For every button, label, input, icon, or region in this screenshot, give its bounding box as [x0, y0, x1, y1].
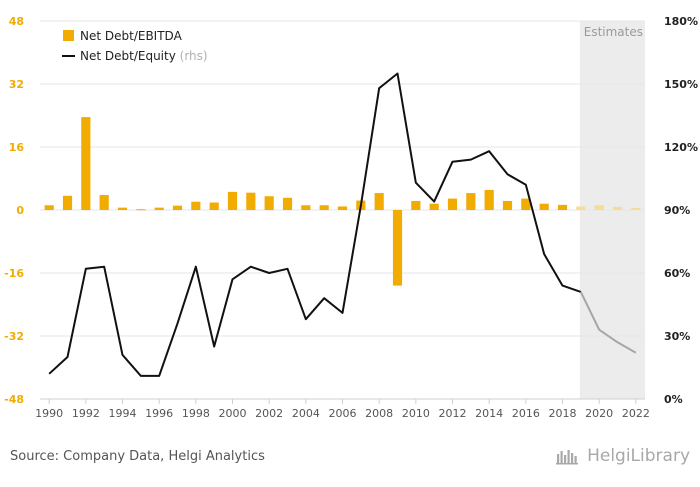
bar-netdebt-ebitda — [612, 206, 623, 210]
bar-netdebt-ebitda — [81, 117, 91, 210]
bar-netdebt-ebitda — [539, 203, 549, 210]
bar-netdebt-ebitda — [99, 195, 109, 210]
x-tick-label: 2016 — [512, 407, 540, 420]
source-note: Source: Company Data, Helgi Analytics — [10, 449, 265, 464]
right-axis-ticks: 180% 150% 120% 90% 60% 30% 0% — [664, 15, 698, 406]
line-series — [48, 72, 637, 377]
right-tick-label: 180% — [664, 15, 698, 28]
bar-netdebt-ebitda — [447, 198, 458, 210]
x-tick-label: 1994 — [109, 407, 137, 420]
left-tick-label: 16 — [9, 141, 25, 154]
x-tick-label: 2002 — [255, 407, 283, 420]
bar-netdebt-ebitda — [411, 200, 421, 210]
bar-netdebt-ebitda — [594, 205, 604, 210]
brand-logo: HelgiLibrary — [556, 446, 690, 466]
bar-netdebt-ebitda — [282, 197, 293, 210]
bar-netdebt-ebitda — [319, 205, 329, 210]
bar-netdebt-ebitda — [246, 192, 256, 210]
x-tick-label: 2020 — [585, 407, 613, 420]
x-tick-label: 2004 — [292, 407, 320, 420]
right-tick-label: 90% — [664, 204, 690, 217]
right-tick-label: 150% — [664, 78, 698, 91]
bar-series — [44, 117, 641, 286]
legend-label-line: Net Debt/Equity (rhs) — [80, 49, 208, 63]
right-tick-label: 60% — [664, 267, 690, 280]
x-tick-label: 2000 — [219, 407, 247, 420]
x-tick-label: 2014 — [475, 407, 503, 420]
left-tick-label: -16 — [4, 267, 24, 280]
bar-netdebt-ebitda — [172, 205, 183, 210]
x-tick-label: 2012 — [439, 407, 467, 420]
bar-netdebt-ebitda — [264, 196, 274, 210]
bar-netdebt-ebitda — [466, 193, 476, 210]
right-tick-label: 0% — [664, 393, 683, 406]
bar-netdebt-ebitda — [209, 202, 219, 210]
library-icon — [556, 450, 579, 465]
bar-netdebt-ebitda — [502, 200, 513, 210]
line-netdebt-equity — [48, 72, 582, 377]
bar-netdebt-ebitda — [154, 207, 164, 210]
x-tick-label: 2010 — [402, 407, 430, 420]
legend-label-bar: Net Debt/EBITDA — [80, 29, 183, 43]
x-tick-label: 2008 — [365, 407, 393, 420]
right-tick-label: 120% — [664, 141, 698, 154]
bar-netdebt-ebitda — [557, 204, 568, 210]
legend: Net Debt/EBITDA Net Debt/Equity (rhs) — [62, 29, 208, 63]
legend-swatch-bar — [63, 30, 74, 41]
bar-netdebt-ebitda — [136, 209, 146, 211]
bar-netdebt-ebitda — [44, 205, 54, 210]
x-tick-label: 2018 — [549, 407, 577, 420]
x-tick-label: 1992 — [72, 407, 100, 420]
left-tick-label: -32 — [4, 330, 24, 343]
bar-netdebt-ebitda — [191, 201, 201, 210]
x-tick-label: 1996 — [145, 407, 173, 420]
bar-netdebt-ebitda — [62, 195, 73, 210]
line-netdebt-equity-estimate — [579, 291, 637, 354]
bar-netdebt-ebitda — [337, 206, 348, 210]
x-axis-ticks: 1990 1992 1994 1996 1998 2000 2002 2004 2006 2008… — [35, 399, 650, 420]
x-tick-label: 1998 — [182, 407, 210, 420]
legend-label-line-name: Net Debt/Equity — [80, 49, 176, 63]
left-tick-label: 0 — [16, 204, 24, 217]
bar-netdebt-ebitda — [227, 191, 238, 210]
left-tick-label: 32 — [9, 78, 24, 91]
x-tick-label: 2022 — [622, 407, 650, 420]
estimates-label: Estimates — [584, 25, 643, 39]
bar-netdebt-ebitda — [392, 210, 403, 286]
grid-lines — [40, 20, 645, 337]
brand-name: HelgiLibrary — [587, 446, 690, 466]
left-tick-label: -48 — [4, 393, 24, 406]
bar-netdebt-ebitda — [484, 189, 494, 210]
left-axis-ticks: 48 32 16 0 -16 -32 -48 — [4, 15, 24, 406]
bar-netdebt-ebitda — [374, 193, 384, 210]
bar-netdebt-ebitda — [301, 205, 311, 210]
bar-netdebt-ebitda — [576, 206, 586, 210]
bar-netdebt-ebitda — [631, 208, 641, 210]
bar-netdebt-ebitda — [521, 198, 531, 210]
left-tick-label: 48 — [9, 15, 24, 28]
x-tick-label: 1990 — [35, 407, 63, 420]
right-tick-label: 30% — [664, 330, 690, 343]
bar-netdebt-ebitda — [117, 207, 128, 210]
x-tick-label: 2006 — [329, 407, 357, 420]
bar-netdebt-ebitda — [429, 203, 439, 210]
legend-label-line-suffix: (rhs) — [180, 49, 208, 63]
